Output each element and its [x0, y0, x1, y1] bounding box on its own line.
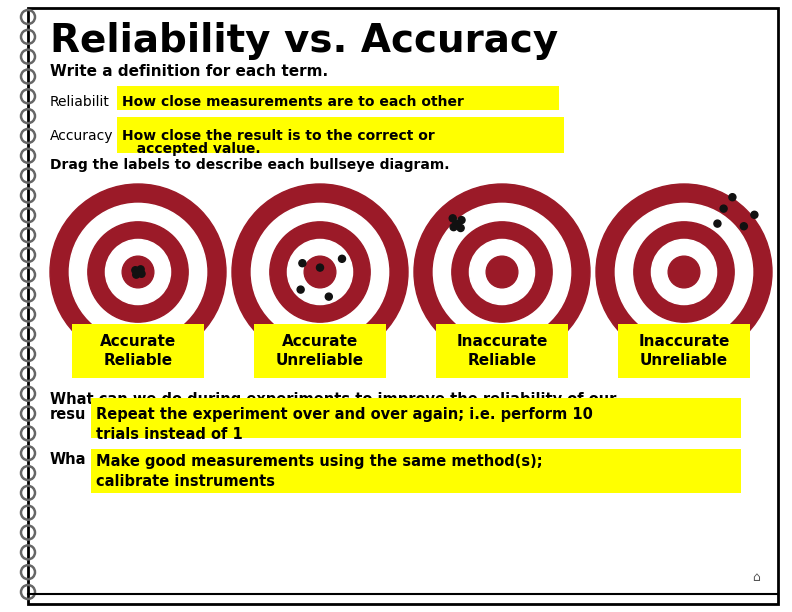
FancyBboxPatch shape	[28, 8, 778, 604]
Text: Accurate
Reliable: Accurate Reliable	[100, 334, 176, 368]
Circle shape	[317, 264, 323, 271]
Circle shape	[338, 255, 345, 263]
Text: accepted value.: accepted value.	[122, 142, 261, 156]
Circle shape	[449, 215, 456, 222]
Text: Repeat the experiment over and over again; i.e. perform 10
trials instead of 1: Repeat the experiment over and over agai…	[96, 407, 593, 442]
Text: Reliabilit: Reliabilit	[50, 95, 110, 109]
Text: Accuracy: Accuracy	[50, 129, 113, 143]
Text: ⌂: ⌂	[752, 571, 760, 584]
Circle shape	[457, 225, 464, 231]
Circle shape	[137, 266, 144, 273]
Text: Write a definition for each term.: Write a definition for each term.	[50, 64, 328, 79]
Text: Reliability vs. Accuracy: Reliability vs. Accuracy	[50, 22, 558, 60]
FancyBboxPatch shape	[91, 449, 741, 493]
FancyBboxPatch shape	[117, 86, 559, 110]
Circle shape	[486, 256, 518, 288]
Text: What can we do during experiments to improve the reliability of our: What can we do during experiments to imp…	[50, 392, 616, 407]
Circle shape	[287, 239, 352, 305]
Text: Wha: Wha	[50, 452, 86, 467]
Text: Accurate
Unreliable: Accurate Unreliable	[276, 334, 364, 368]
FancyBboxPatch shape	[91, 398, 741, 438]
Circle shape	[138, 271, 145, 277]
Circle shape	[304, 256, 336, 288]
FancyBboxPatch shape	[436, 324, 568, 378]
FancyBboxPatch shape	[117, 117, 564, 153]
Circle shape	[596, 184, 772, 360]
Circle shape	[50, 184, 226, 360]
Circle shape	[453, 220, 460, 227]
Circle shape	[414, 184, 590, 360]
FancyBboxPatch shape	[618, 324, 750, 378]
FancyBboxPatch shape	[254, 324, 386, 378]
Circle shape	[433, 203, 571, 341]
Circle shape	[297, 286, 304, 293]
Circle shape	[741, 223, 748, 230]
Circle shape	[88, 222, 188, 322]
Circle shape	[470, 239, 535, 305]
Circle shape	[634, 222, 734, 322]
Circle shape	[326, 293, 333, 300]
Circle shape	[122, 256, 154, 288]
Text: How close the result is to the correct or: How close the result is to the correct o…	[122, 129, 435, 143]
FancyBboxPatch shape	[72, 324, 204, 378]
Circle shape	[270, 222, 370, 322]
Circle shape	[452, 222, 552, 322]
Circle shape	[720, 205, 727, 212]
Circle shape	[458, 217, 465, 223]
Text: Inaccurate
Reliable: Inaccurate Reliable	[456, 334, 548, 368]
Circle shape	[729, 193, 736, 201]
Circle shape	[668, 256, 700, 288]
Circle shape	[652, 239, 717, 305]
Circle shape	[232, 184, 408, 360]
Text: Make good measurements using the same method(s);
calibrate instruments: Make good measurements using the same me…	[96, 454, 543, 490]
Circle shape	[714, 220, 721, 227]
Text: How close measurements are to each other: How close measurements are to each other	[122, 95, 464, 109]
Circle shape	[751, 211, 758, 218]
Circle shape	[70, 203, 207, 341]
Text: Inaccurate
Unreliable: Inaccurate Unreliable	[638, 334, 729, 368]
Circle shape	[105, 239, 170, 305]
Circle shape	[615, 203, 752, 341]
Circle shape	[299, 259, 306, 267]
Text: Drag the labels to describe each bullseye diagram.: Drag the labels to describe each bullsey…	[50, 158, 450, 172]
Circle shape	[450, 223, 457, 231]
Circle shape	[133, 271, 139, 278]
Circle shape	[251, 203, 389, 341]
Text: resu: resu	[50, 407, 86, 422]
Circle shape	[131, 267, 139, 274]
